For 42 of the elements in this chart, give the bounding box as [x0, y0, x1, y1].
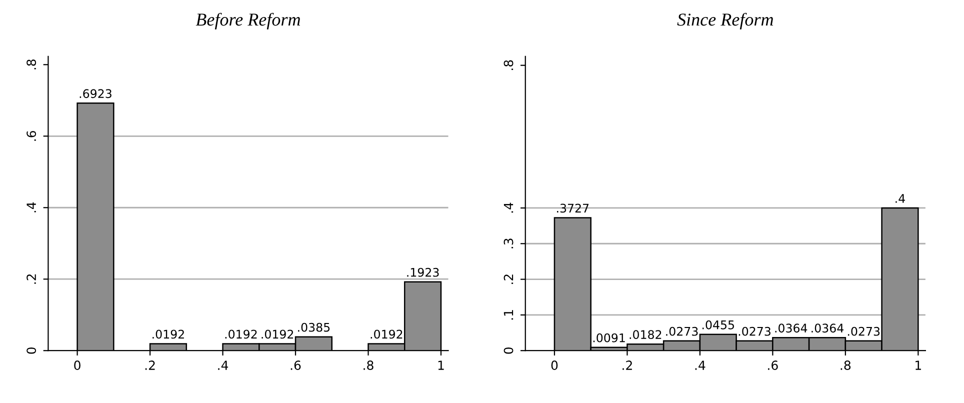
x-tick-label: .4 [218, 360, 228, 370]
y-tick-label: .1 [504, 310, 514, 320]
x-tick-label: 1 [916, 360, 921, 370]
x-tick-label: 0 [74, 360, 80, 370]
y-tick-label: .3 [504, 238, 514, 248]
x-tick-label: .6 [768, 360, 778, 370]
y-tick-label: .2 [504, 274, 514, 284]
data-label: .0273 [738, 326, 770, 336]
x-tick-label: .8 [364, 360, 374, 370]
data-label: .0273 [848, 326, 880, 336]
y-tick-label: 0 [26, 347, 36, 354]
data-label: .0182 [630, 330, 662, 340]
data-label: .4 [896, 194, 905, 203]
data-label: .1923 [407, 268, 439, 277]
x-tick-label: .2 [622, 360, 632, 370]
y-tick-label: .4 [504, 202, 514, 213]
data-label: .0455 [702, 320, 734, 330]
chart-title: Before Reform [196, 12, 300, 30]
data-label: .0364 [775, 324, 808, 333]
data-label: .0192 [152, 330, 184, 339]
data-label: .3727 [557, 204, 589, 213]
data-label: .0192 [370, 330, 402, 339]
x-tick-label: .6 [290, 360, 301, 370]
y-tick-label: .8 [26, 60, 36, 70]
y-tick-label: .4 [26, 202, 36, 212]
data-label: .0273 [666, 326, 698, 336]
y-tick-label: .6 [26, 130, 36, 141]
y-tick-label: 0 [504, 347, 514, 354]
data-label: .0364 [812, 324, 844, 333]
x-tick-label: .4 [695, 360, 706, 370]
data-label: .0091 [593, 333, 625, 342]
x-tick-label: 1 [438, 360, 444, 370]
data-label: .0192 [262, 330, 294, 339]
chart-title: Since Reform [677, 12, 774, 30]
data-label: .0192 [225, 330, 257, 339]
y-tick-label: .8 [504, 60, 514, 70]
x-tick-label: .2 [145, 360, 155, 370]
y-tick-label: .2 [26, 274, 36, 284]
x-tick-label: 0 [551, 360, 558, 370]
x-tick-label: .8 [840, 360, 851, 370]
data-label: .6923 [80, 89, 112, 98]
data-label: .0385 [298, 322, 330, 332]
